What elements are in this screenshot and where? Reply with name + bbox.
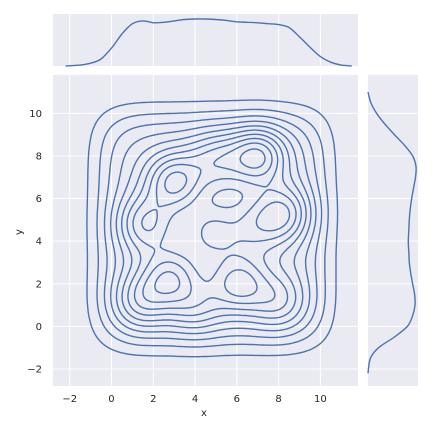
contour-level-5: [115, 125, 312, 329]
x-tick-label: 8: [275, 394, 281, 405]
contour-level-9: [141, 142, 291, 303]
contour-level-7: [126, 133, 302, 317]
x-tick-label: 4: [192, 394, 198, 405]
marginal-y-panel: [367, 75, 418, 386]
contour-level-10: [154, 148, 266, 295]
marginal-y-kde-line: [367, 91, 417, 374]
contour-level-6: [121, 129, 307, 323]
contour-level-8: [132, 137, 297, 310]
marginal-x-panel: [53, 14, 358, 67]
axis-ticks: −2 0 2 4 6 8 10 −2 0 2 4 6 8 10: [27, 109, 327, 405]
y-tick-label: 8: [36, 151, 42, 162]
contour-level-3: [103, 115, 323, 341]
joint-contour-panel: [53, 75, 358, 386]
x-tick-label: 2: [150, 394, 156, 405]
x-tick-label: 10: [314, 394, 327, 405]
y-tick-label: 2: [36, 279, 42, 290]
top-plot-background: [53, 14, 358, 66]
right-plot-background: [368, 75, 418, 386]
contour-level-4: [110, 120, 317, 335]
marginal-x-kde-line: [65, 18, 352, 67]
y-axis-label: y: [14, 229, 25, 235]
x-axis-label: x: [201, 408, 207, 419]
y-tick-label: 6: [36, 194, 42, 205]
y-tick-label: −2: [27, 364, 42, 375]
contour-level-2: [96, 108, 329, 348]
y-tick-label: 4: [36, 237, 42, 248]
x-tick-label: 0: [108, 394, 114, 405]
contour-level-1: [86, 99, 339, 358]
y-tick-label: 0: [36, 322, 42, 333]
x-tick-label: −2: [62, 394, 77, 405]
y-tick-label: 10: [29, 109, 42, 120]
x-tick-label: 6: [234, 394, 240, 405]
